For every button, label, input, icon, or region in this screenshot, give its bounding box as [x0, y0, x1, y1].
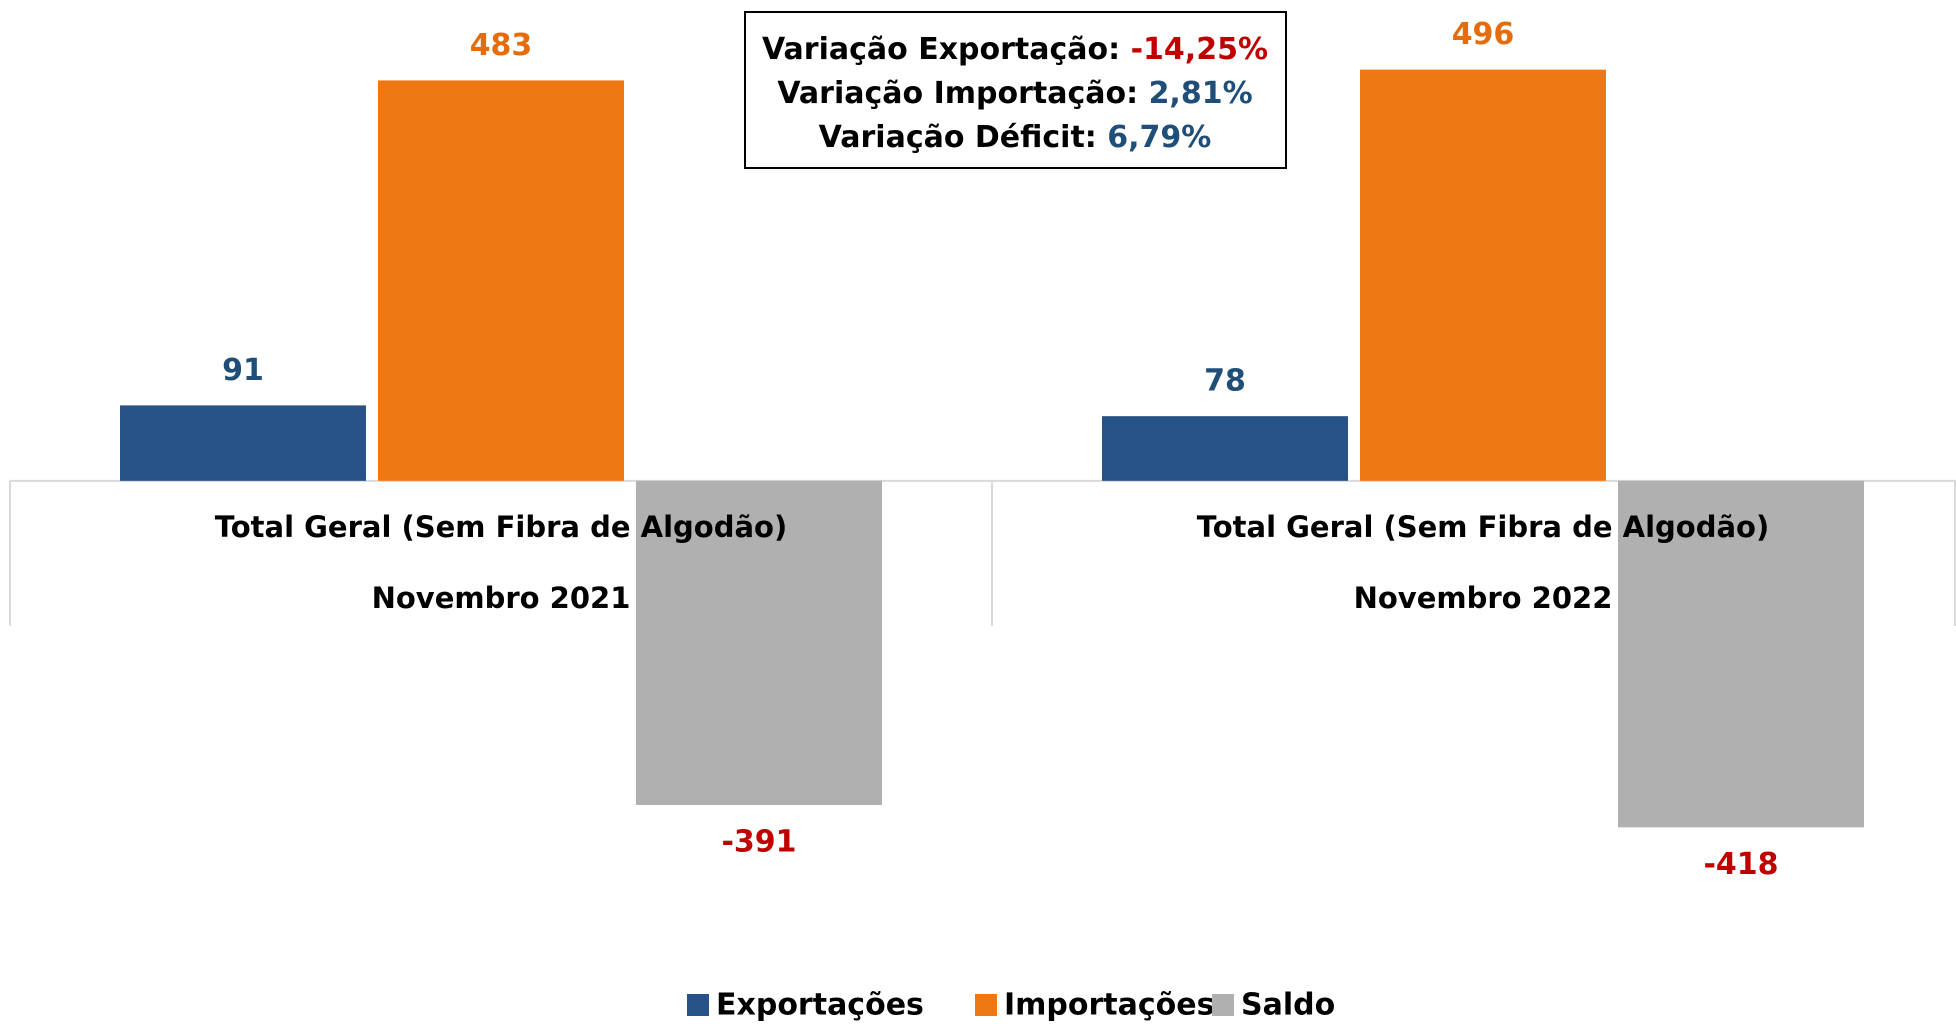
- annotation-label: Variação Importação:: [777, 76, 1138, 111]
- annotations: Variação Exportação: -14,25% Variação Imp…: [762, 32, 1268, 155]
- x-tick-label: Novembro 2022: [1354, 581, 1613, 615]
- value-label: 91: [222, 353, 264, 388]
- bar: [378, 80, 624, 481]
- annotation-label: Variação Exportação:: [762, 32, 1120, 67]
- bar: [120, 405, 366, 481]
- annotation: Variação Déficit: 6,79%: [819, 120, 1212, 155]
- annotation: Variação Exportação: -14,25%: [762, 32, 1268, 67]
- annotation-label: Variação Déficit:: [819, 120, 1097, 155]
- annotation-value: 2,81%: [1149, 76, 1253, 111]
- legend-label: Importações: [1004, 988, 1214, 1023]
- x-tick-label: Total Geral (Sem Fibra de Algodão): [215, 510, 787, 544]
- value-label: 483: [470, 28, 533, 63]
- legend-swatch: [975, 994, 997, 1016]
- value-label: -391: [721, 824, 796, 859]
- bar: [1360, 69, 1606, 481]
- legend-label: Exportações: [716, 988, 924, 1023]
- annotation: Variação Importação: 2,81%: [777, 76, 1252, 111]
- bar: [1618, 480, 1864, 828]
- bar: [1102, 416, 1348, 481]
- annotation-box: [744, 11, 1287, 169]
- annotation-value: 6,79%: [1107, 120, 1211, 155]
- legend-swatch: [687, 994, 709, 1016]
- value-label: -418: [1703, 847, 1778, 882]
- legend: Exportações Importações Saldo: [687, 988, 1335, 1023]
- value-label: 496: [1452, 17, 1515, 52]
- bar: [636, 480, 882, 805]
- plot: 91 483 -391 78 496 -418: [9, 17, 1956, 882]
- legend-swatch: [1212, 994, 1234, 1016]
- x-tick-label: Total Geral (Sem Fibra de Algodão): [1197, 510, 1769, 544]
- value-label: 78: [1204, 364, 1246, 399]
- x-tick-label: Novembro 2021: [372, 581, 631, 615]
- annotation-value: -14,25%: [1131, 32, 1268, 67]
- legend-label: Saldo: [1241, 988, 1335, 1023]
- category-labels: Total Geral (Sem Fibra de Algodão) Novemb…: [215, 510, 1769, 615]
